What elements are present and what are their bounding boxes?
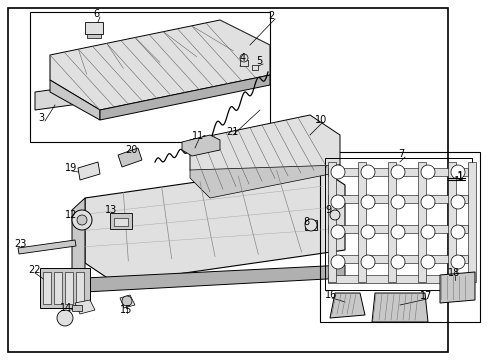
Bar	[328, 168, 468, 176]
Text: 12: 12	[65, 210, 77, 220]
Polygon shape	[85, 165, 345, 283]
Circle shape	[77, 215, 87, 225]
Circle shape	[331, 225, 345, 239]
Text: 19: 19	[65, 163, 77, 173]
Bar	[85, 22, 103, 34]
Circle shape	[391, 255, 405, 269]
Text: 4: 4	[240, 53, 246, 63]
Bar	[43, 272, 51, 304]
Text: 7: 7	[398, 149, 404, 159]
Text: 8: 8	[303, 217, 309, 227]
Bar	[328, 225, 468, 233]
Circle shape	[361, 225, 375, 239]
Bar	[448, 162, 456, 282]
Circle shape	[361, 165, 375, 179]
Bar	[358, 162, 366, 282]
Text: 18: 18	[448, 268, 460, 278]
Text: -1: -1	[455, 172, 465, 182]
Bar	[328, 162, 336, 282]
Polygon shape	[75, 300, 95, 314]
Bar	[418, 162, 426, 282]
Circle shape	[305, 219, 317, 231]
Bar	[54, 272, 62, 304]
Circle shape	[240, 54, 248, 62]
Circle shape	[421, 195, 435, 209]
Text: 15: 15	[120, 305, 132, 315]
Circle shape	[451, 225, 465, 239]
Polygon shape	[330, 293, 365, 318]
Bar	[65, 272, 73, 304]
Circle shape	[421, 225, 435, 239]
Circle shape	[421, 165, 435, 179]
Text: -1: -1	[455, 171, 465, 181]
Circle shape	[391, 165, 405, 179]
Bar	[114, 218, 128, 226]
Bar	[76, 272, 84, 304]
Polygon shape	[72, 198, 85, 278]
Text: 20: 20	[125, 145, 137, 155]
Circle shape	[331, 195, 345, 209]
Polygon shape	[50, 20, 270, 110]
Polygon shape	[372, 293, 428, 322]
Bar	[240, 60, 248, 66]
Text: 17: 17	[420, 291, 432, 301]
Bar	[328, 195, 468, 203]
Bar	[305, 220, 317, 230]
Circle shape	[421, 255, 435, 269]
Circle shape	[331, 255, 345, 269]
Circle shape	[330, 210, 340, 220]
Bar	[72, 305, 82, 311]
Text: 22: 22	[28, 265, 41, 275]
Circle shape	[122, 296, 132, 306]
Polygon shape	[78, 162, 100, 180]
Circle shape	[451, 165, 465, 179]
Circle shape	[57, 310, 73, 326]
Circle shape	[451, 255, 465, 269]
Text: 16: 16	[325, 290, 337, 300]
Text: 9: 9	[325, 205, 331, 215]
Polygon shape	[440, 272, 475, 303]
Bar	[40, 268, 90, 308]
Polygon shape	[50, 80, 100, 120]
Text: 14: 14	[60, 303, 72, 313]
Bar	[87, 34, 101, 38]
Bar	[388, 162, 396, 282]
Text: 13: 13	[105, 205, 117, 215]
Polygon shape	[190, 115, 340, 192]
Polygon shape	[118, 148, 142, 167]
Text: 5: 5	[256, 56, 262, 66]
Text: 23: 23	[14, 239, 26, 249]
Circle shape	[391, 225, 405, 239]
Bar	[328, 275, 468, 283]
Text: 6: 6	[93, 9, 99, 19]
Circle shape	[331, 165, 345, 179]
Text: 21: 21	[226, 127, 238, 137]
Polygon shape	[182, 135, 220, 156]
Bar	[320, 152, 480, 322]
Circle shape	[391, 195, 405, 209]
Bar	[110, 213, 132, 229]
Text: 10: 10	[315, 115, 327, 125]
Polygon shape	[85, 265, 345, 292]
Text: 2: 2	[268, 11, 274, 21]
Text: 11: 11	[192, 131, 204, 141]
Bar	[468, 162, 476, 282]
Polygon shape	[100, 75, 270, 120]
Bar	[8, 8, 448, 352]
Polygon shape	[190, 165, 340, 198]
Bar	[252, 65, 258, 70]
Circle shape	[361, 255, 375, 269]
Polygon shape	[18, 240, 76, 254]
Circle shape	[361, 195, 375, 209]
Bar	[30, 12, 270, 142]
Polygon shape	[35, 60, 268, 110]
Polygon shape	[120, 295, 135, 308]
Circle shape	[72, 210, 92, 230]
Circle shape	[451, 195, 465, 209]
Text: 3: 3	[38, 113, 44, 123]
Bar	[328, 255, 468, 263]
